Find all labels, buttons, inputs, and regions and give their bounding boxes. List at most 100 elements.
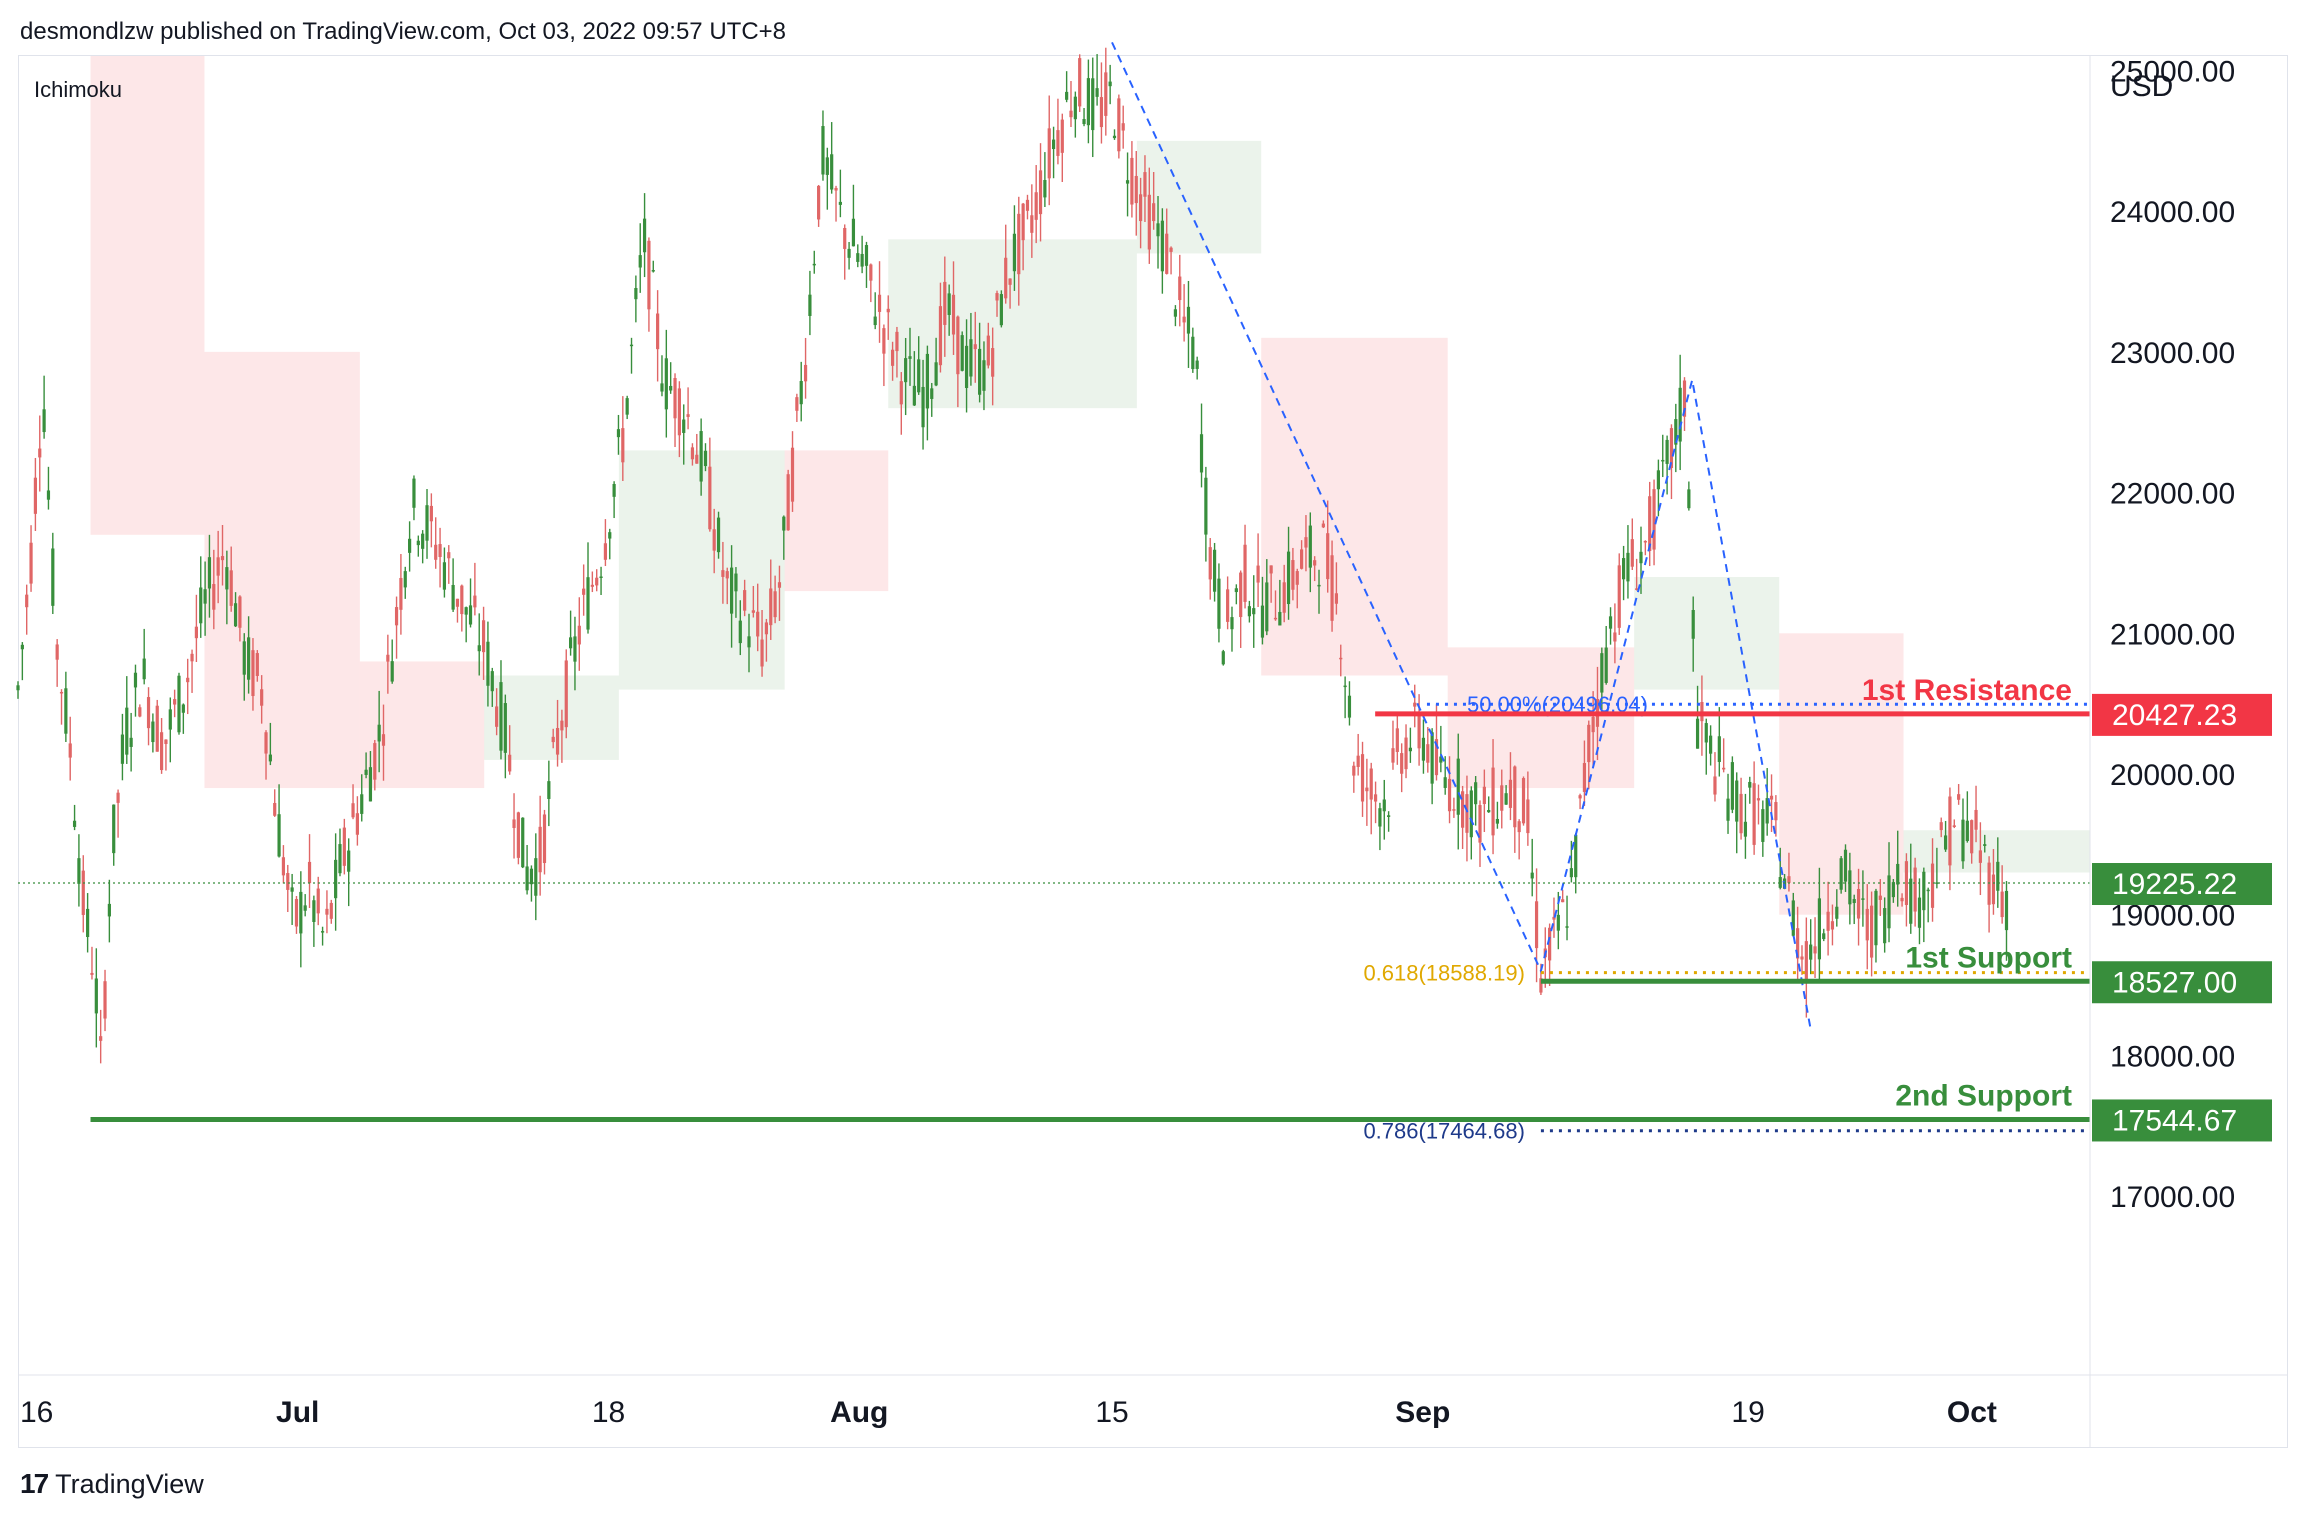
candle-body: [1282, 582, 1286, 613]
candle-body: [812, 263, 816, 266]
footer-brand: 17 TradingView: [20, 1468, 204, 1500]
candle-body: [33, 477, 38, 514]
candle-body: [1413, 702, 1417, 707]
candle-body: [394, 607, 399, 626]
candle-body: [1935, 882, 1939, 884]
candle-body: [1765, 798, 1769, 824]
candle-body: [1600, 653, 1604, 693]
candle-body: [81, 870, 85, 915]
candle-body: [529, 868, 534, 885]
candle-body: [303, 905, 307, 911]
cloud-band-1: [204, 351, 360, 789]
price-tick-label: 23000.00: [2110, 337, 2235, 370]
candle-body: [1395, 728, 1399, 752]
candle-body: [1482, 786, 1486, 805]
candle-body: [986, 335, 990, 366]
ichimoku-cloud-layer: [90, 56, 2090, 915]
candle-body: [1621, 558, 1626, 580]
candle-body: [551, 736, 555, 743]
candle-body: [930, 388, 934, 399]
candle-body: [477, 645, 481, 652]
cloud-band-0: [90, 56, 205, 535]
cloud-band-8: [1261, 337, 1448, 676]
candle-body: [1387, 815, 1391, 817]
candle-body: [1147, 194, 1151, 250]
fib-level-label: 0.618(18588.19): [1363, 961, 1524, 986]
candle-body: [1943, 835, 1948, 850]
candle-body: [1108, 81, 1112, 87]
currency-label: USD: [2110, 70, 2173, 103]
candle-body: [468, 605, 473, 625]
candle-body: [1526, 799, 1530, 834]
candle-body: [273, 803, 277, 816]
candle-body: [1091, 78, 1095, 131]
candle-body: [708, 466, 712, 530]
candle-body: [1391, 748, 1395, 763]
candle-body: [656, 313, 660, 350]
time-tick-label: 18: [592, 1396, 625, 1429]
candle-body: [364, 769, 368, 775]
candle-body: [138, 707, 142, 717]
candle-body: [312, 900, 316, 922]
candle-body: [1491, 767, 1495, 836]
candle-body: [1582, 763, 1587, 792]
candle-body: [904, 358, 908, 383]
candle-body: [947, 293, 951, 315]
candle-body: [1160, 220, 1164, 272]
candle-body: [577, 625, 581, 645]
price-badge: [2092, 1099, 2272, 1142]
candle-body: [886, 308, 890, 313]
candle-body: [1991, 874, 1996, 905]
candle-body: [159, 732, 164, 771]
candle-body: [107, 903, 111, 917]
candle-body: [1961, 819, 1965, 862]
candle-body: [582, 588, 586, 595]
candle-body: [629, 344, 634, 347]
price-axis-layer: 25000.00 24000.00 23000.00 22000.00 21000.00…: [2089, 56, 2272, 1448]
candle-body: [1004, 257, 1008, 299]
candle-body: [1130, 157, 1134, 205]
candle-body: [1112, 135, 1117, 139]
candle-body: [560, 720, 564, 731]
candle-body: [1656, 470, 1661, 490]
candle-body: [1300, 549, 1304, 569]
candle-body: [1983, 844, 1987, 846]
candle-body: [151, 721, 155, 743]
candle-body: [481, 620, 486, 653]
candle-body: [1260, 605, 1265, 638]
candle-body: [769, 588, 773, 626]
candle-body: [460, 585, 464, 615]
candle-body: [1286, 551, 1291, 605]
candle-body: [586, 577, 590, 630]
candle-body: [1513, 766, 1517, 828]
candle-body: [1917, 897, 1922, 928]
price-badge: [2092, 961, 2272, 1004]
candle-body: [982, 360, 986, 391]
candle-body: [403, 571, 407, 588]
candle-body: [1474, 782, 1478, 805]
candle-body: [738, 620, 742, 644]
candle-body: [1139, 194, 1143, 222]
candle-body: [1252, 608, 1256, 615]
candle-body: [1556, 914, 1560, 931]
candle-body: [103, 981, 107, 1019]
candle-body: [716, 517, 721, 553]
candle-body: [1774, 802, 1778, 821]
time-tick-label: Aug: [830, 1396, 888, 1429]
candle-body: [455, 598, 460, 607]
candle-body: [799, 381, 803, 405]
candle-body: [1839, 858, 1843, 890]
candle-body: [299, 891, 303, 934]
candle-body: [425, 505, 429, 541]
price-badge: [2092, 693, 2272, 736]
chart-frame[interactable]: [18, 55, 2288, 1448]
candle-body: [1639, 551, 1643, 564]
candle-body: [634, 288, 638, 300]
candle-body: [1874, 890, 1878, 946]
candle-body: [1273, 617, 1278, 620]
candle-body: [421, 533, 425, 549]
candle-body: [1796, 928, 1800, 959]
candle-body: [1508, 779, 1513, 808]
candle-body: [1017, 213, 1021, 275]
